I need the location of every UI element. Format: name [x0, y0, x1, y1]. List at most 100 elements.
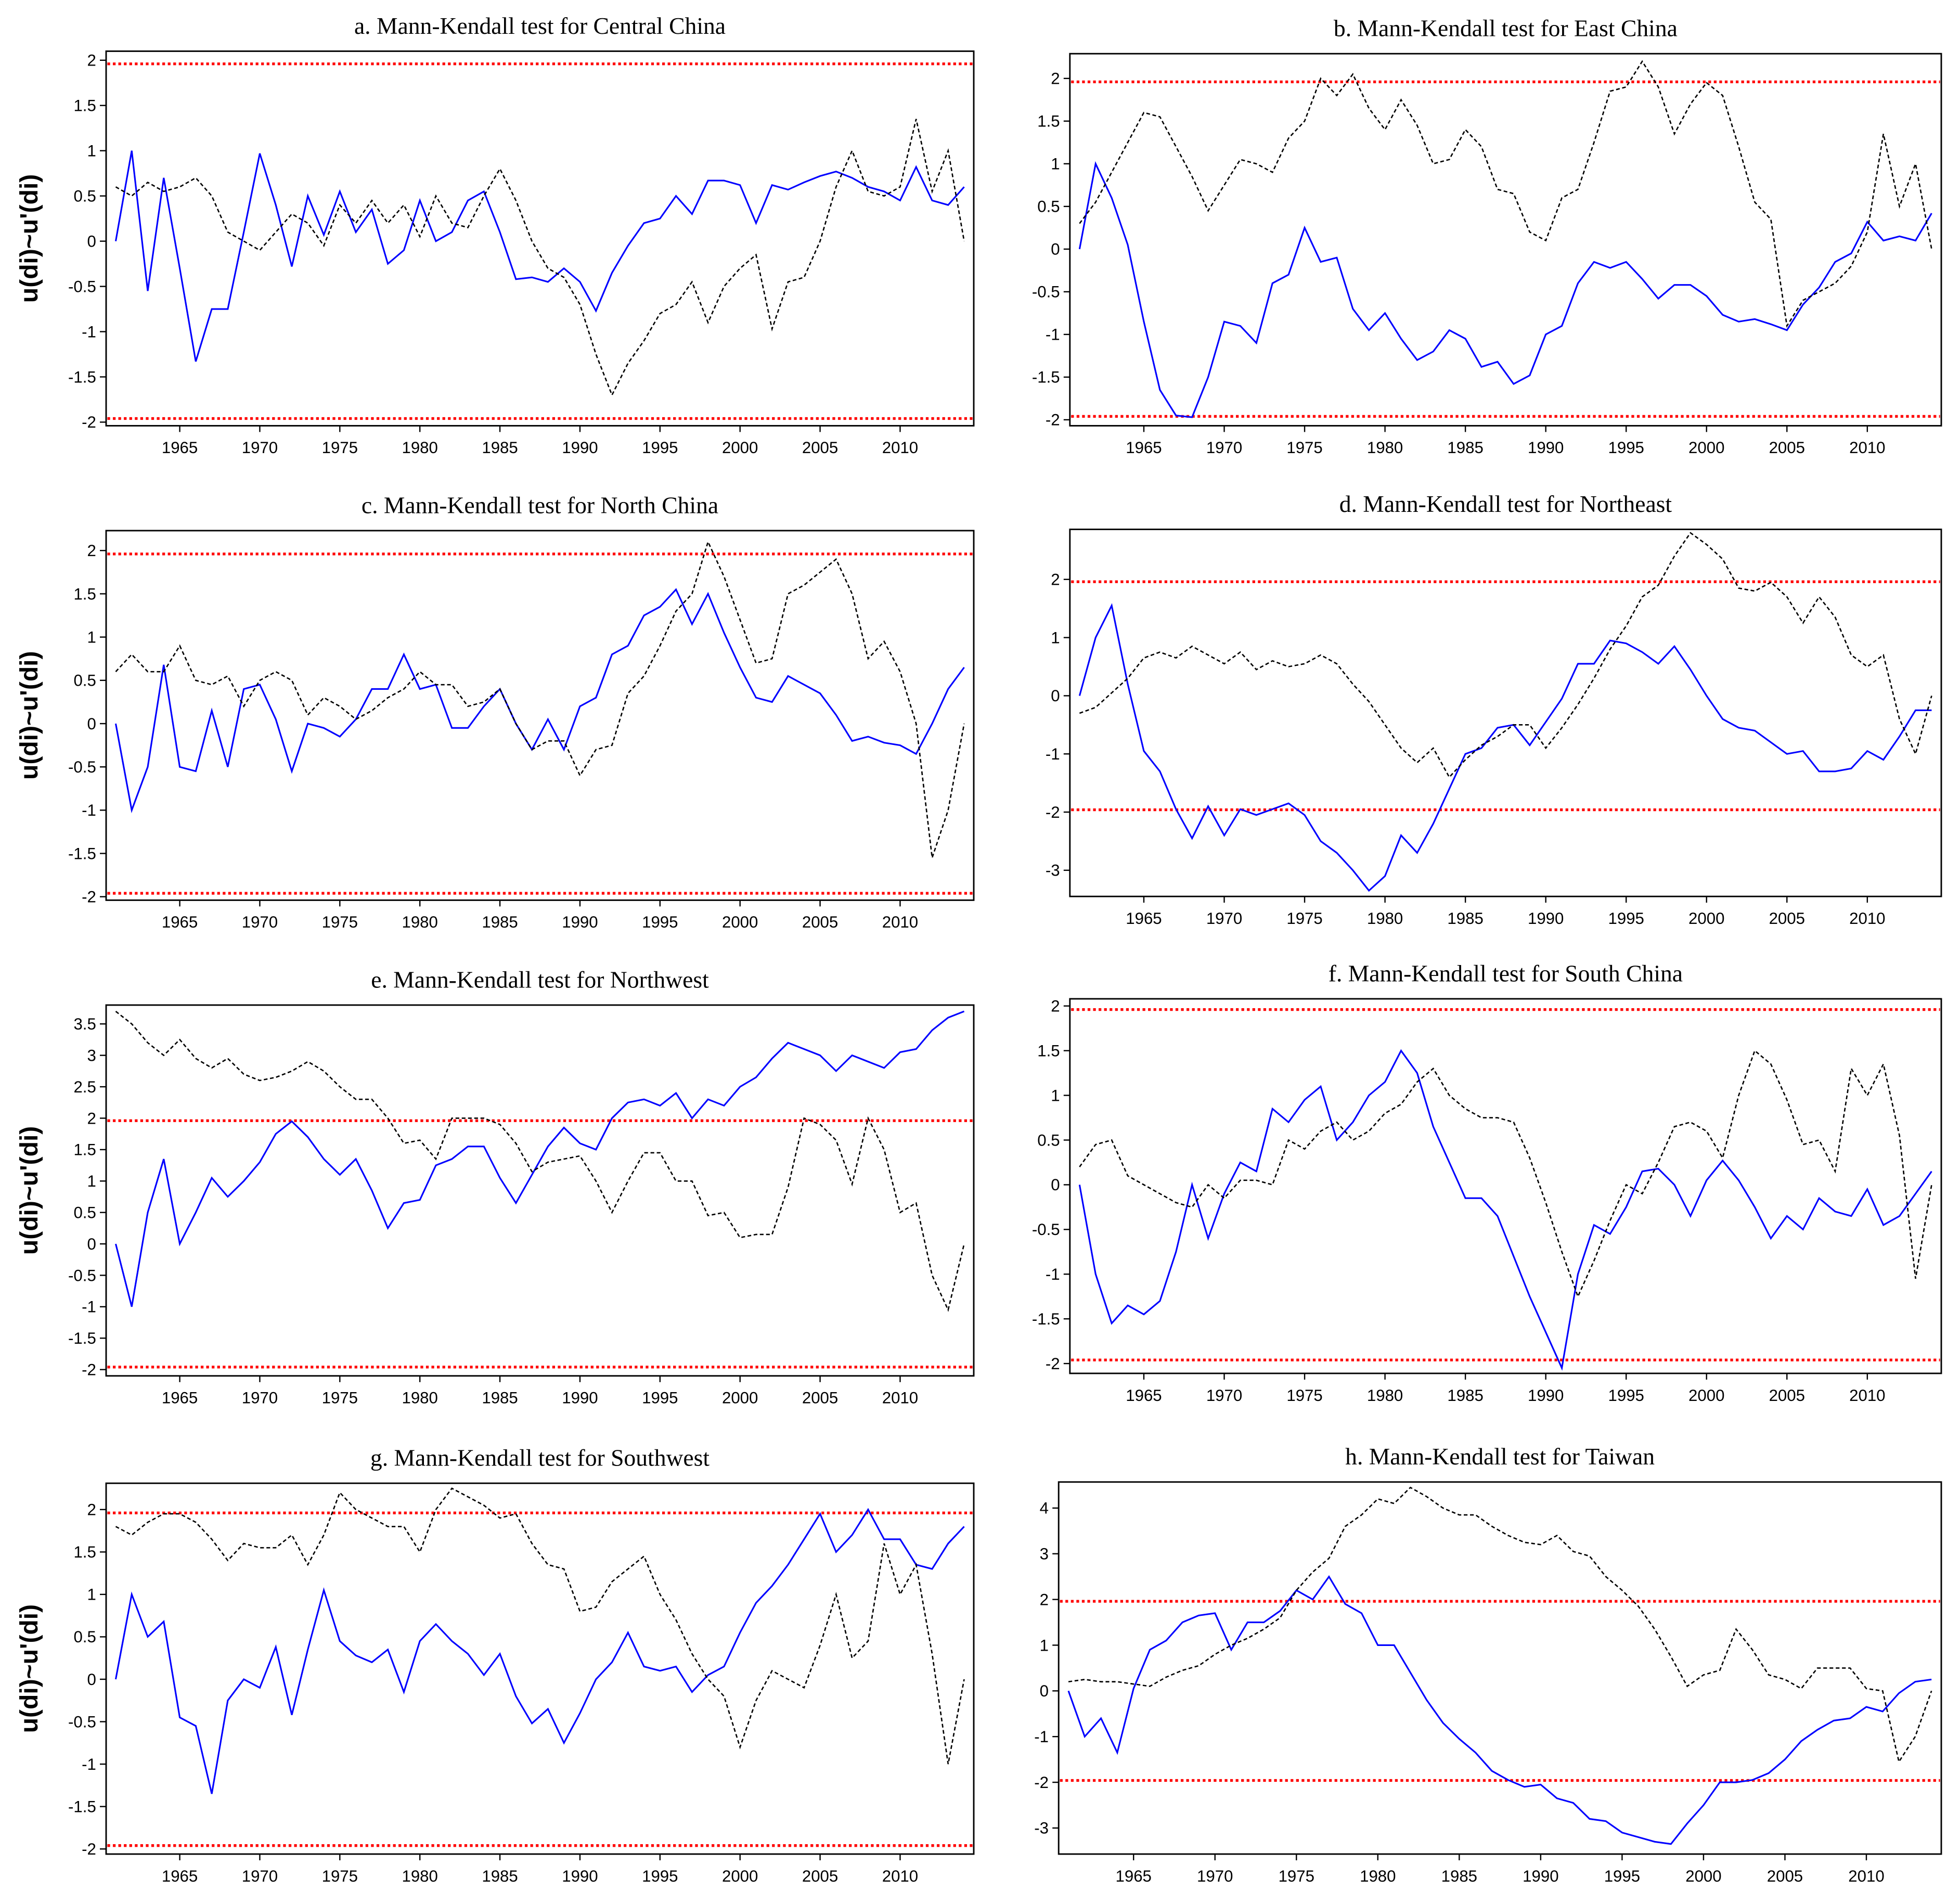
y-tick-label: -1 — [82, 1298, 96, 1316]
series-line — [1079, 60, 1932, 328]
y-tick-label: 3 — [87, 1046, 96, 1064]
x-tick-label: 1990 — [562, 1867, 598, 1885]
y-tick-label: 0 — [87, 1235, 96, 1253]
x-tick-label: 1975 — [1286, 909, 1322, 928]
x-tick-label: 1970 — [242, 439, 278, 457]
y-tick-label: 0.5 — [73, 187, 96, 205]
y-tick-label: 2.5 — [73, 1078, 96, 1096]
x-tick-label: 1965 — [1126, 909, 1162, 928]
x-tick-label: 2000 — [722, 913, 758, 931]
y-tick-label: -2 — [82, 413, 96, 431]
y-tick-label: -2 — [82, 1840, 96, 1858]
x-tick-label: 2005 — [1769, 909, 1805, 928]
y-tick-label: 1.5 — [73, 1141, 96, 1159]
y-tick-label: 0 — [87, 1670, 96, 1689]
x-tick-label: 1965 — [1116, 1867, 1152, 1885]
y-tick-label: 2 — [87, 1501, 96, 1519]
y-tick-label: 1.5 — [73, 1543, 96, 1561]
y-tick-label: 0.5 — [1037, 198, 1060, 216]
chart-title: b. Mann-Kendall test for East China — [1334, 15, 1678, 42]
y-tick-label: 2 — [1040, 1590, 1049, 1609]
y-tick-label: -0.5 — [1032, 1220, 1060, 1239]
y-tick-label: 0 — [1040, 1682, 1049, 1700]
x-tick-label: 1990 — [1523, 1867, 1558, 1885]
y-tick-label: 0 — [1051, 687, 1060, 705]
chart-title: f. Mann-Kendall test for South China — [1329, 960, 1683, 986]
x-tick-label: 1990 — [1528, 439, 1564, 457]
x-tick-label: 2010 — [882, 439, 918, 457]
x-tick-label: 2000 — [1688, 1386, 1724, 1405]
y-tick-label: 1 — [1051, 1086, 1060, 1104]
x-tick-label: 1975 — [322, 1867, 358, 1885]
x-tick-label: 1965 — [1126, 439, 1162, 457]
x-tick-label: 1995 — [1608, 439, 1644, 457]
y-tick-label: -2 — [1046, 1355, 1060, 1373]
series-line — [1068, 1486, 1932, 1764]
y-tick-label: -1.5 — [68, 844, 96, 863]
y-tick-label: -1 — [82, 1755, 96, 1773]
y-tick-label: 0 — [87, 232, 96, 250]
y-tick-label: -1.5 — [68, 1329, 96, 1347]
y-tick-label: 2 — [87, 542, 96, 560]
y-tick-label: -2 — [1034, 1773, 1049, 1792]
y-tick-label: 1.5 — [73, 585, 96, 603]
series-line — [1078, 1049, 1932, 1371]
x-tick-label: 1990 — [562, 913, 598, 931]
x-tick-label: 1990 — [562, 1389, 598, 1407]
x-tick-label: 2010 — [1849, 909, 1885, 928]
plot-frame — [105, 530, 975, 901]
y-tick-label: -0.5 — [68, 277, 96, 295]
x-tick-label: 1970 — [1206, 909, 1242, 928]
y-tick-label: 1 — [87, 628, 96, 646]
y-tick-label: 1 — [1051, 628, 1060, 647]
plot-frame — [105, 1482, 975, 1855]
x-tick-label: 1980 — [402, 1867, 437, 1885]
chart-title: e. Mann-Kendall test for Northwest — [371, 966, 709, 993]
y-tick-label: 3.5 — [73, 1015, 96, 1033]
y-tick-label: -1.5 — [68, 1797, 96, 1816]
y-tick-label: 0 — [87, 715, 96, 733]
series-line — [114, 1010, 965, 1307]
y-tick-label: 0 — [1051, 240, 1060, 259]
y-tick-label: 4 — [1040, 1499, 1049, 1517]
x-tick-label: 2005 — [1769, 1386, 1805, 1405]
x-tick-label: 1970 — [242, 1867, 278, 1885]
x-tick-label: 2010 — [882, 1867, 918, 1885]
y-tick-label: 0.5 — [73, 1203, 96, 1221]
series-line — [1079, 1049, 1932, 1298]
x-tick-label: 1965 — [1126, 1386, 1162, 1405]
x-tick-label: 2000 — [722, 1867, 758, 1885]
x-tick-label: 1965 — [162, 439, 198, 457]
y-tick-label: 2 — [1051, 571, 1060, 589]
y-tick-label: 0 — [1051, 1176, 1060, 1194]
plot-frame — [105, 50, 975, 427]
x-tick-label: 1980 — [1367, 1386, 1403, 1405]
x-tick-label: 1980 — [1360, 1867, 1396, 1885]
x-tick-label: 2000 — [722, 439, 758, 457]
x-tick-label: 1975 — [322, 913, 358, 931]
x-tick-label: 2005 — [1767, 1867, 1803, 1885]
x-tick-label: 2005 — [802, 913, 838, 931]
y-tick-label: -1.5 — [1032, 1310, 1060, 1328]
y-tick-label: -1.5 — [68, 368, 96, 386]
chart-title: g. Mann-Kendall test for Southwest — [370, 1445, 710, 1471]
chart-title: d. Mann-Kendall test for Northeast — [1339, 491, 1672, 517]
y-tick-label: -0.5 — [1032, 283, 1060, 301]
x-tick-label: 1970 — [242, 1389, 278, 1407]
y-tick-label: 0.5 — [73, 672, 96, 690]
y-axis-label: u(di)~u'(di) — [16, 1604, 43, 1733]
y-tick-label: 2 — [87, 1109, 96, 1127]
x-tick-label: 1985 — [482, 1867, 518, 1885]
y-axis-label: u(di)~u'(di) — [16, 174, 43, 303]
y-tick-label: -2 — [1046, 803, 1060, 821]
x-tick-label: 1985 — [482, 1389, 518, 1407]
y-tick-label: -1 — [1034, 1728, 1049, 1746]
x-tick-label: 1970 — [1197, 1867, 1233, 1885]
x-tick-label: 2010 — [1848, 1867, 1884, 1885]
y-tick-label: -1 — [1046, 745, 1060, 763]
x-tick-label: 1970 — [242, 913, 278, 931]
series-line — [1067, 1575, 1932, 1845]
y-tick-label: -0.5 — [68, 1266, 96, 1284]
x-tick-label: 1980 — [402, 439, 437, 457]
